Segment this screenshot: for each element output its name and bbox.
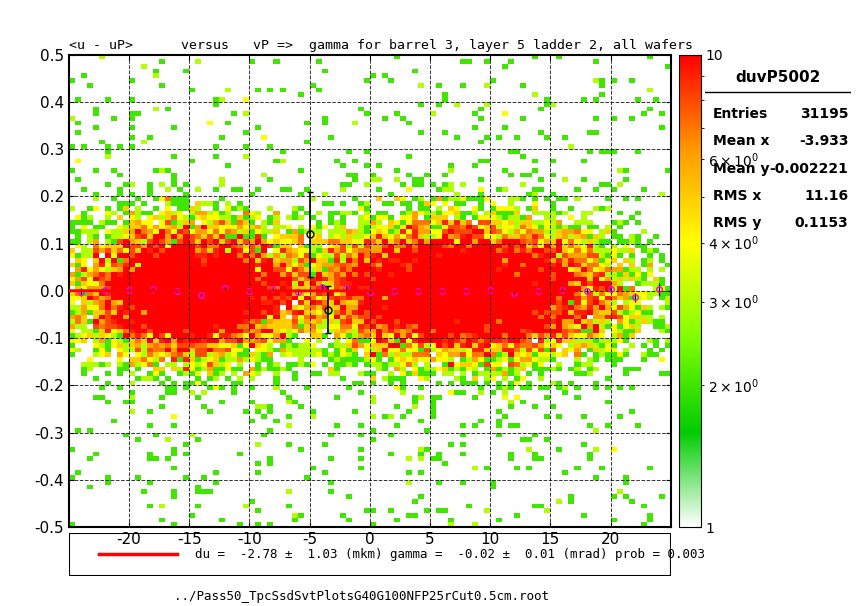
Text: Mean x: Mean x bbox=[712, 135, 769, 148]
Text: Entries: Entries bbox=[712, 107, 768, 121]
Text: 11.16: 11.16 bbox=[804, 189, 849, 203]
Text: <u - uP>      versus   vP =>  gamma for barrel 3, layer 5 ladder 2, all wafers: <u - uP> versus vP => gamma for barrel 3… bbox=[69, 39, 693, 52]
Text: ../Pass50_TpcSsdSvtPlotsG40G100NFP25rCut0.5cm.root: ../Pass50_TpcSsdSvtPlotsG40G100NFP25rCut… bbox=[174, 590, 549, 603]
Text: -3.933: -3.933 bbox=[799, 135, 849, 148]
Text: -0.002221: -0.002221 bbox=[770, 162, 849, 176]
Text: Mean y: Mean y bbox=[712, 162, 769, 176]
Text: 31195: 31195 bbox=[800, 107, 849, 121]
Text: RMS x: RMS x bbox=[712, 189, 761, 203]
Text: du =  -2.78 ±  1.03 (mkm) gamma =  -0.02 ±  0.01 (mrad) prob = 0.003: du = -2.78 ± 1.03 (mkm) gamma = -0.02 ± … bbox=[195, 548, 705, 561]
Text: 0.1153: 0.1153 bbox=[795, 216, 849, 230]
Text: RMS y: RMS y bbox=[712, 216, 761, 230]
Text: duvP5002: duvP5002 bbox=[735, 70, 821, 85]
